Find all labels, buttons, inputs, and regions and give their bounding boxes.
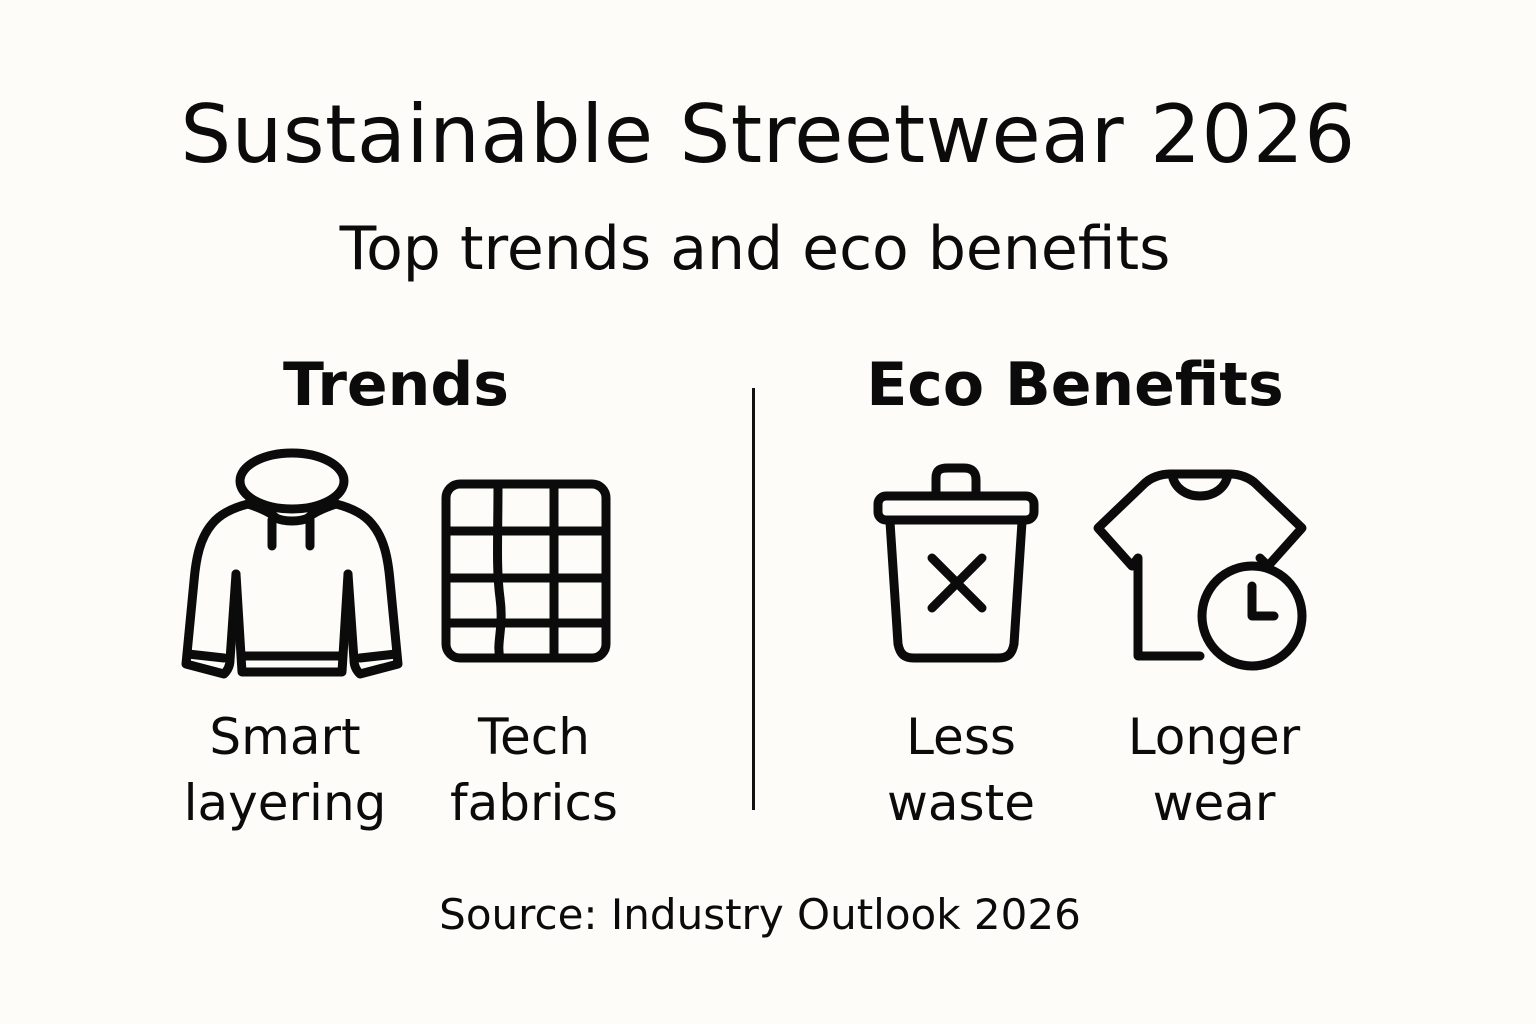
source-citation: Source: Industry Outlook 2026: [439, 890, 1081, 939]
eco-benefits-heading: Eco Benefits: [866, 350, 1284, 420]
eco-label-less-waste: Less waste: [887, 708, 1035, 832]
trend-label-smart-layering: Smart layering: [183, 708, 387, 832]
trend-label-tech-fabrics: Tech fabrics: [450, 708, 618, 832]
eco-label-longer-wear: Longer wear: [1127, 708, 1301, 832]
tshirt-clock-icon: [1090, 466, 1312, 674]
fabric-grid-icon: [440, 478, 612, 664]
page-title: Sustainable Streetwear 2026: [180, 88, 1356, 181]
trends-heading: Trends: [283, 350, 509, 420]
section-divider: [752, 388, 755, 810]
page-subtitle: Top trends and eco benefits: [339, 214, 1171, 284]
trash-bin-x-icon: [872, 462, 1040, 668]
hoodie-icon: [180, 446, 404, 686]
